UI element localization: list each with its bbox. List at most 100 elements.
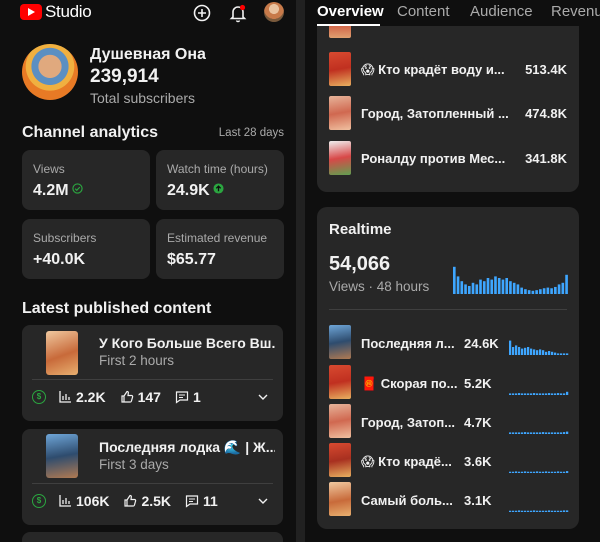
- list-item[interactable]: Самый боль... 3.1K: [317, 482, 579, 518]
- stat-watch-time[interactable]: Watch time (hours) 24.9K: [156, 150, 284, 210]
- sparkline-bar: [539, 432, 542, 434]
- sparkline-bar: [512, 432, 515, 434]
- stat-views[interactable]: Views 4.2M: [22, 150, 150, 210]
- account-avatar[interactable]: [264, 2, 284, 22]
- left-panel: Studio Душевная Она 239,914 Total subscr…: [0, 0, 296, 542]
- list-item[interactable]: Город, Затопленный ... 474.8K: [317, 96, 579, 132]
- video-views: 4.7K: [464, 415, 492, 430]
- video-title[interactable]: У Кого Больше Всего Вш...: [99, 335, 275, 351]
- realtime-bar: [561, 282, 565, 294]
- sparkline-bar: [557, 510, 560, 512]
- realtime-sparkline: [509, 340, 569, 355]
- sparkline-bar: [530, 348, 533, 355]
- realtime-bar: [460, 281, 464, 294]
- sparkline-bar: [521, 432, 524, 434]
- sparkline-bar: [521, 348, 524, 355]
- channel-avatar: [22, 44, 78, 100]
- list-item[interactable]: Последняя л... 24.6K: [317, 325, 579, 361]
- analytics-range: Last 28 days: [218, 127, 284, 139]
- video-views: 5.2K: [464, 376, 492, 391]
- realtime-bar: [527, 290, 531, 294]
- sparkline-bar: [554, 352, 557, 355]
- video-title[interactable]: Последняя лодка 🌊 | Ж...: [99, 439, 275, 455]
- sparkline-bar: [509, 340, 512, 355]
- sparkline-bar: [548, 393, 551, 395]
- sparkline-bar: [560, 432, 563, 434]
- video-thumbnail: [329, 52, 351, 86]
- video-title: Последняя л...: [361, 336, 455, 351]
- bell-icon[interactable]: [228, 3, 248, 23]
- video-thumbnail: [329, 404, 351, 438]
- sparkline-bar: [536, 471, 539, 473]
- stat-label: Watch time (hours): [167, 162, 268, 176]
- stat-revenue[interactable]: Estimated revenue $65.77: [156, 219, 284, 279]
- logo-text: Studio: [45, 2, 92, 21]
- stat-value: +40.0K: [33, 251, 86, 268]
- sparkline-bar: [512, 510, 515, 512]
- video-thumbnail: [329, 96, 351, 130]
- studio-topbar: Studio: [0, 0, 296, 26]
- sparkline-bar: [536, 510, 539, 512]
- sparkline-bar: [539, 393, 542, 395]
- list-item[interactable]: [317, 26, 579, 54]
- sparkline-bar: [554, 393, 557, 395]
- comments-count: 11: [203, 493, 218, 509]
- sparkline-bar: [551, 471, 554, 473]
- list-item[interactable]: Город, Затоп... 4.7K: [317, 404, 579, 440]
- arrow-up-circle-icon: [213, 183, 224, 194]
- plus-circle-icon[interactable]: [192, 3, 212, 23]
- sparkline-bar: [542, 350, 545, 355]
- list-item[interactable]: 😱 Кто крадёт воду и... 513.4K: [317, 52, 579, 88]
- thumbs-up-icon: [120, 390, 133, 403]
- sparkline-bar: [557, 432, 560, 434]
- realtime-bar: [554, 286, 557, 294]
- sparkline-bar: [527, 347, 530, 355]
- video-thumbnail[interactable]: [46, 434, 78, 478]
- realtime-bar: [501, 279, 505, 294]
- sparkline-bar: [527, 510, 530, 512]
- realtime-bar: [550, 288, 553, 294]
- chevron-down-icon[interactable]: [257, 495, 269, 507]
- sparkline-bar: [560, 471, 563, 473]
- tab-overview[interactable]: Overview: [317, 3, 384, 20]
- sparkline-bar: [539, 349, 542, 355]
- top-content-card: 😱 Кто крадёт воду и... 513.4K Город, Зат…: [317, 26, 579, 192]
- sparkline-bar: [524, 393, 527, 395]
- divider: [32, 483, 273, 484]
- tab-content[interactable]: Content: [397, 3, 450, 20]
- video-thumbnail[interactable]: [46, 331, 78, 375]
- tab-revenue[interactable]: Revenue: [551, 3, 600, 20]
- sparkline-bar: [554, 471, 557, 473]
- latest-content-card[interactable]: У Кого Больше Всего Вш... First 2 hours …: [22, 325, 283, 421]
- chevron-down-icon[interactable]: [257, 391, 269, 403]
- tab-audience[interactable]: Audience: [470, 3, 533, 20]
- latest-content-card[interactable]: [22, 532, 283, 542]
- panel-separator: [296, 0, 305, 542]
- video-thumbnail: [329, 443, 351, 477]
- stat-value: $65.77: [167, 251, 216, 268]
- realtime-bar: [542, 288, 546, 294]
- list-item[interactable]: 🧧 Скорая по... 5.2K: [317, 365, 579, 401]
- latest-content-card[interactable]: Последняя лодка 🌊 | Ж... First 3 days $ …: [22, 429, 283, 525]
- stat-subscribers[interactable]: Subscribers +40.0K: [22, 219, 150, 279]
- analytics-title: Channel analytics: [22, 124, 159, 141]
- comment-icon: [175, 391, 189, 404]
- studio-logo[interactable]: Studio: [20, 2, 92, 22]
- sparkline-bar: [515, 393, 518, 395]
- sparkline-bar: [542, 432, 545, 434]
- list-item[interactable]: 😱 Кто крадё... 3.6K: [317, 443, 579, 479]
- sparkline-bar: [551, 351, 554, 355]
- youtube-play-icon: [20, 4, 42, 20]
- sparkline-bar: [542, 393, 545, 395]
- list-item[interactable]: Роналду против Мес... 341.8K: [317, 141, 579, 177]
- stat-value: 24.9K: [167, 182, 224, 200]
- realtime-subtitle: Views · 48 hours: [329, 279, 430, 294]
- sparkline-bar: [515, 345, 518, 355]
- right-panel: Overview Content Audience Revenue 😱 Кто …: [305, 0, 600, 542]
- divider: [329, 309, 567, 310]
- realtime-bar-chart[interactable]: [453, 262, 569, 294]
- video-metrics: $ 106K 2.5K 11: [32, 493, 218, 509]
- video-views: 3.6K: [464, 454, 492, 469]
- sparkline-bar: [527, 471, 530, 473]
- realtime-bar: [464, 284, 467, 294]
